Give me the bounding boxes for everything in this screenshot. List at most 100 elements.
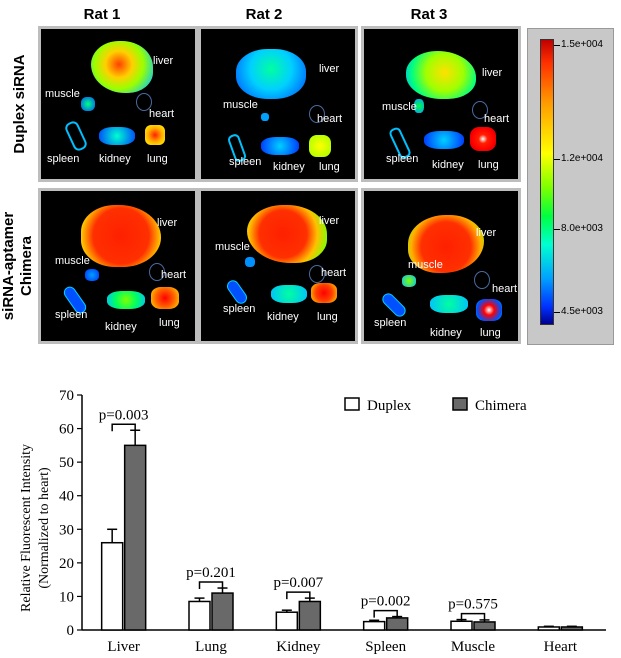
scale-tick-max: 1.5e+004: [554, 39, 603, 50]
bar-duplex-spleen: [362, 620, 386, 631]
bar-chimera-spleen: [385, 617, 409, 631]
label-kidney: kidney: [105, 321, 137, 333]
label-spleen: spleen: [386, 153, 419, 165]
label-spleen: spleen: [374, 317, 407, 329]
label-muscle: muscle: [55, 255, 90, 267]
row-title-chimera-line2: Chimera: [18, 235, 35, 297]
x-tick-label-lung: Lung: [195, 639, 227, 655]
pvalue-label-spleen: p=0.002: [361, 594, 411, 610]
y-tick-label: 0: [67, 623, 75, 639]
label-spleen: spleen: [55, 309, 88, 321]
x-tick-label-spleen: Spleen: [365, 639, 406, 655]
label-heart: heart: [161, 269, 187, 281]
label-lung: lung: [147, 153, 168, 165]
scale-tick-3: 8.0e+003: [554, 223, 603, 234]
kidney-blob: [99, 127, 135, 145]
label-kidney: kidney: [267, 311, 299, 323]
label-lung: lung: [319, 161, 340, 173]
panel-chimera-rat-3: liver muscle heart spleen kidney lung: [361, 188, 521, 344]
liver-blob: [91, 41, 153, 93]
label-spleen: spleen: [223, 303, 256, 315]
liver-blob: [236, 49, 306, 99]
label-kidney: kidney: [99, 153, 131, 165]
y-tick-label: 60: [59, 422, 74, 438]
column-title-rat-3: Rat 3: [410, 6, 448, 23]
muscle-blob: [85, 269, 99, 281]
label-heart: heart: [484, 113, 510, 125]
label-muscle: muscle: [45, 88, 80, 100]
lung-blob: [151, 287, 179, 309]
scale-tick-min: 4.5e+003: [554, 306, 603, 317]
label-liver: liver: [482, 67, 503, 79]
y-tick-label: 10: [59, 589, 74, 605]
x-tick-label-liver: Liver: [107, 639, 139, 655]
significance-bracket-spleen: [373, 609, 398, 618]
bar-chimera-heart: [560, 626, 584, 631]
label-lung: lung: [159, 317, 180, 329]
label-muscle: muscle: [408, 259, 443, 271]
heart-blob: [309, 105, 325, 123]
row-title-duplex-text: Duplex siRNA: [11, 54, 28, 154]
label-lung: lung: [478, 159, 499, 171]
panel-duplex-rat-3: liver muscle heart spleen kidney lung: [361, 26, 521, 182]
lung-blob: [145, 125, 165, 145]
bar-chimera-liver: [123, 444, 147, 631]
muscle-blob: [414, 99, 424, 113]
y-axis-label-line2: (Normalized to heart): [37, 467, 52, 589]
label-heart: heart: [149, 108, 175, 120]
label-spleen: spleen: [229, 156, 262, 168]
label-heart: heart: [317, 113, 343, 125]
legend-swatch-duplex: [344, 397, 360, 411]
label-kidney: kidney: [430, 327, 462, 339]
column-title-rat-1: Rat 1: [83, 6, 121, 23]
x-tick-label-kidney: Kidney: [276, 639, 321, 655]
liver-blob: [247, 205, 327, 263]
y-tick-label: 70: [59, 388, 74, 404]
y-tick-label: 30: [59, 522, 74, 538]
bar-duplex-muscle: [450, 620, 473, 631]
legend-label-chimera: Chimera: [475, 398, 527, 414]
bar-duplex-heart: [537, 626, 561, 631]
liver-blob: [406, 51, 476, 99]
lung-blob: [309, 135, 331, 157]
color-scale-bar: [540, 39, 554, 325]
y-tick-label: 20: [59, 556, 74, 572]
y-axis-label-line1: Relative Fluorescent Intensity: [19, 444, 34, 612]
significance-bracket-kidney: [286, 591, 311, 600]
lung-blob: [470, 127, 496, 151]
spleen-blob: [379, 290, 409, 320]
label-heart: heart: [492, 283, 518, 295]
liver-blob: [81, 205, 161, 267]
heart-blob: [136, 93, 152, 111]
liver-blob: [408, 215, 484, 273]
kidney-blob: [261, 137, 299, 155]
heart-blob: [149, 263, 165, 281]
panel-chimera-rat-1: liver muscle heart spleen kidney lung: [38, 188, 198, 344]
bar-chimera-lung: [211, 592, 234, 631]
label-kidney: kidney: [273, 161, 305, 173]
column-title-rat-2: Rat 2: [245, 6, 283, 23]
color-scale: 1.5e+004 1.2e+004 8.0e+003 4.5e+003: [527, 28, 614, 345]
panel-chimera-rat-2: liver muscle heart spleen kidney lung: [198, 188, 358, 344]
kidney-blob: [271, 285, 307, 303]
scale-tick-2: 1.2e+004: [554, 153, 603, 164]
bar-duplex-liver: [100, 541, 124, 631]
panel-duplex-rat-2: liver muscle heart spleen kidney lung: [198, 26, 358, 182]
lung-blob: [311, 283, 337, 303]
pvalue-label-liver: p=0.003: [99, 407, 149, 423]
significance-bracket-muscle: [460, 612, 486, 621]
significance-bracket-lung: [198, 581, 224, 590]
pvalue-label-kidney: p=0.007: [273, 575, 323, 591]
kidney-blob: [424, 131, 464, 149]
legend-label-duplex: Duplex: [367, 398, 412, 414]
bar-duplex-lung: [188, 600, 211, 631]
bar-chart: Relative Fluorescent Intensity (Normaliz…: [19, 388, 606, 655]
x-tick-label-muscle: Muscle: [451, 639, 496, 655]
label-liver: liver: [476, 227, 497, 239]
row-title-chimera: siRNA-aptamer Chimera: [0, 206, 36, 326]
label-muscle: muscle: [223, 99, 258, 111]
label-lung: lung: [317, 311, 338, 323]
spleen-blob: [224, 277, 250, 307]
bar-duplex-kidney: [275, 611, 299, 631]
label-kidney: kidney: [432, 159, 464, 171]
